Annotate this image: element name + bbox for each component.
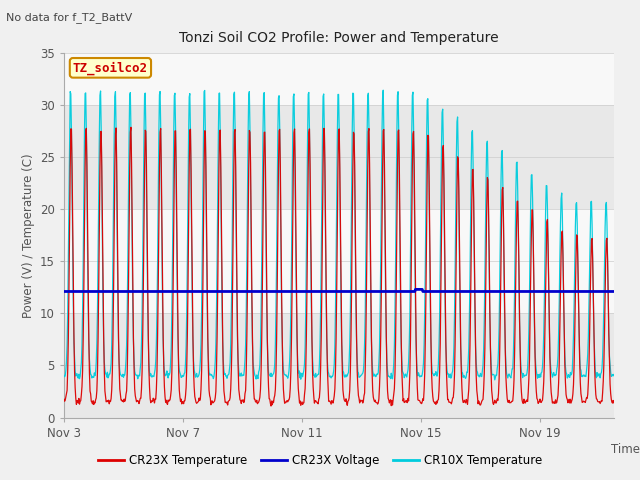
Legend: CR23X Temperature, CR23X Voltage, CR10X Temperature: CR23X Temperature, CR23X Voltage, CR10X …	[93, 449, 547, 472]
Bar	[64, 105, 614, 209]
Bar	[64, 313, 614, 418]
Bar	[64, 209, 614, 313]
Bar	[64, 53, 614, 105]
Title: Tonzi Soil CO2 Profile: Power and Temperature: Tonzi Soil CO2 Profile: Power and Temper…	[179, 31, 499, 45]
Y-axis label: Power (V) / Temperature (C): Power (V) / Temperature (C)	[22, 153, 35, 317]
X-axis label: Time: Time	[611, 443, 640, 456]
Text: TZ_soilco2: TZ_soilco2	[73, 61, 148, 74]
Text: No data for f_T2_BattV: No data for f_T2_BattV	[6, 12, 132, 23]
